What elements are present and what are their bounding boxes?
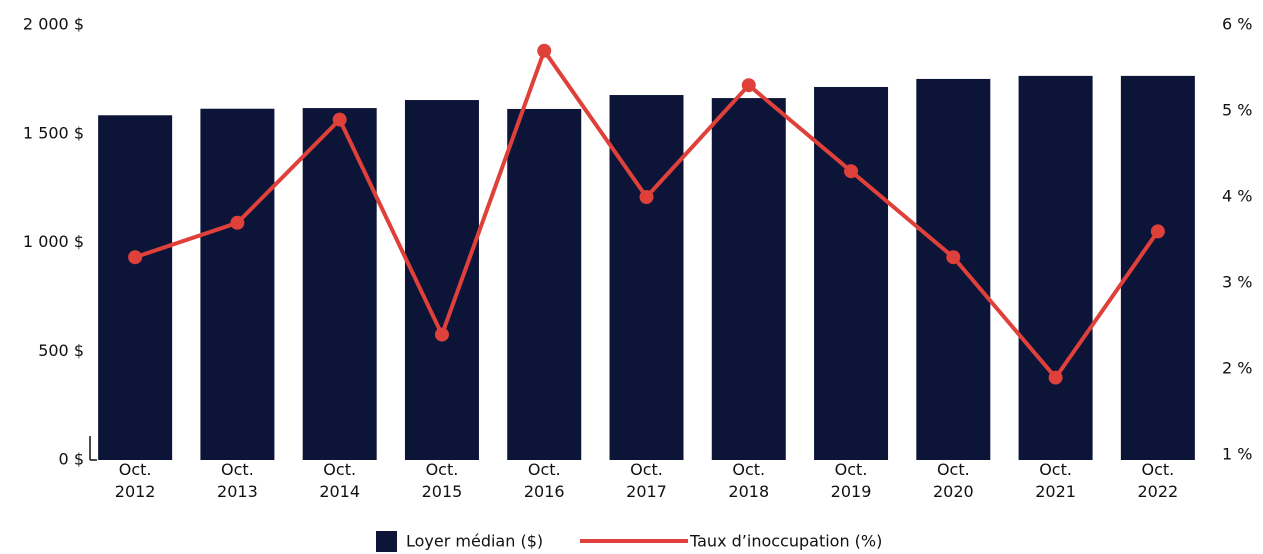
bar bbox=[98, 115, 173, 460]
y2-tick-label: 2 % bbox=[1222, 359, 1252, 378]
y2-tick-label: 1 % bbox=[1222, 445, 1252, 464]
line-point bbox=[332, 112, 347, 127]
line-point bbox=[128, 250, 143, 265]
bar bbox=[814, 86, 889, 461]
bar bbox=[302, 108, 377, 461]
line-point bbox=[1048, 370, 1063, 385]
line-point bbox=[434, 327, 449, 342]
x-tick-label: Oct. 2012 bbox=[114, 460, 156, 501]
line-point bbox=[537, 43, 552, 58]
bar bbox=[1018, 75, 1093, 461]
x-tick-label: Oct. 2019 bbox=[830, 460, 872, 501]
line-point bbox=[741, 78, 756, 93]
y2-tick-label: 5 % bbox=[1222, 101, 1252, 120]
bar bbox=[507, 108, 582, 460]
y-tick-label: 0 $ bbox=[59, 450, 84, 469]
x-tick-label: Oct. 2014 bbox=[319, 460, 361, 501]
x-tick-label: Oct. 2020 bbox=[932, 460, 974, 501]
x-tick-label: Oct. 2022 bbox=[1137, 460, 1179, 501]
bar bbox=[609, 95, 684, 460]
line-point bbox=[639, 190, 654, 204]
line-point bbox=[844, 164, 859, 179]
y-tick-label: 1 000 $ bbox=[23, 232, 84, 251]
y-tick-label: 1 500 $ bbox=[23, 123, 84, 142]
line-point bbox=[230, 215, 245, 230]
line-point bbox=[946, 250, 961, 265]
x-tick-label: Oct. 2021 bbox=[1035, 460, 1076, 501]
x-tick-label: Oct. 2017 bbox=[626, 460, 667, 501]
legend-swatch bbox=[376, 531, 397, 552]
line-point bbox=[1150, 224, 1165, 239]
bar bbox=[711, 98, 786, 460]
y-tick-label: 2 000 $ bbox=[23, 15, 84, 34]
x-tick-label: Oct. 2015 bbox=[421, 460, 463, 501]
y-tick-label: 500 $ bbox=[38, 341, 84, 360]
bar bbox=[200, 108, 275, 461]
legend-label: Taux d’inoccupation (%) bbox=[689, 532, 882, 551]
legend-label: Loyer médian ($) bbox=[406, 532, 543, 551]
y2-tick-label: 3 % bbox=[1222, 273, 1252, 292]
x-tick-label: Oct. 2016 bbox=[523, 460, 565, 501]
bar bbox=[916, 78, 991, 460]
y2-tick-label: 4 % bbox=[1222, 187, 1252, 206]
y2-tick-label: 6 % bbox=[1222, 15, 1252, 34]
x-tick-label: Oct. 2013 bbox=[217, 460, 258, 501]
x-tick-label: Oct. 2018 bbox=[728, 460, 770, 501]
